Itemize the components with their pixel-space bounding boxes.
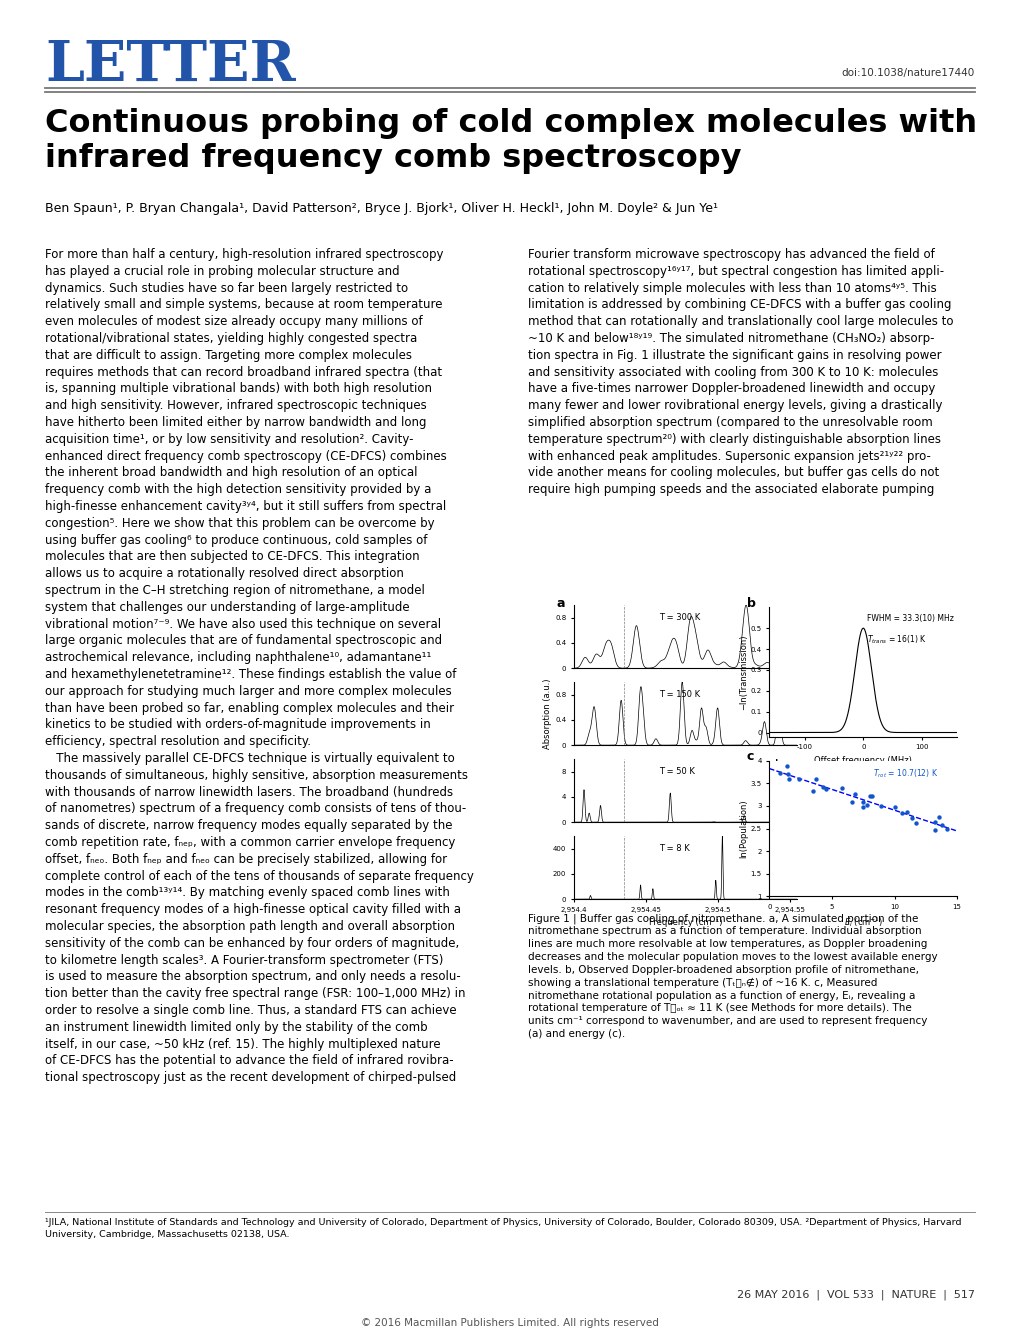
Text: T = 150 K: T = 150 K xyxy=(658,690,699,698)
Text: $T_{rot}$ = 10.7(12) K: $T_{rot}$ = 10.7(12) K xyxy=(872,768,937,780)
Point xyxy=(858,795,874,816)
Text: $T_{trans}$ = 16(1) K: $T_{trans}$ = 16(1) K xyxy=(866,634,926,646)
Point xyxy=(908,812,924,833)
Point xyxy=(894,803,910,824)
Text: FWHM = 33.3(10) MHz: FWHM = 33.3(10) MHz xyxy=(866,614,953,623)
Point xyxy=(898,801,914,823)
Point xyxy=(926,819,943,840)
Text: 26 MAY 2016  |  VOL 533  |  NATURE  |  517: 26 MAY 2016 | VOL 533 | NATURE | 517 xyxy=(737,1290,974,1301)
Point xyxy=(863,785,879,807)
Point xyxy=(846,784,862,805)
Text: b: b xyxy=(746,598,755,610)
Point xyxy=(834,777,850,799)
Point xyxy=(903,808,919,829)
Point xyxy=(771,762,788,784)
X-axis label: Offset frequency (MHz): Offset frequency (MHz) xyxy=(813,756,911,765)
Point xyxy=(844,791,860,812)
Point xyxy=(779,756,795,777)
Text: c: c xyxy=(746,750,753,762)
Y-axis label: −ln(Transmission): −ln(Transmission) xyxy=(738,634,747,710)
Point xyxy=(855,791,871,812)
Text: T = 300 K: T = 300 K xyxy=(658,612,699,622)
X-axis label: $E_i$ (cm$^{-1}$): $E_i$ (cm$^{-1}$) xyxy=(843,915,882,930)
Text: © 2016 Macmillan Publishers Limited. All rights reserved: © 2016 Macmillan Publishers Limited. All… xyxy=(361,1319,658,1328)
Text: ¹JILA, National Institute of Standards and Technology and University of Colorado: ¹JILA, National Institute of Standards a… xyxy=(45,1218,961,1238)
Point xyxy=(781,769,797,791)
Point xyxy=(886,796,902,817)
Point xyxy=(854,796,870,817)
Point xyxy=(933,815,950,836)
Text: a: a xyxy=(555,598,564,611)
Text: LETTER: LETTER xyxy=(45,38,296,92)
Text: T = 50 K: T = 50 K xyxy=(658,766,694,776)
X-axis label: Frequency (cm⁻¹): Frequency (cm⁻¹) xyxy=(648,918,721,927)
Text: T = 8 K: T = 8 K xyxy=(658,844,689,852)
Text: Fourier transform microwave spectroscopy has advanced the field of
rotational sp: Fourier transform microwave spectroscopy… xyxy=(528,248,953,496)
Y-axis label: Absorption (a.u.): Absorption (a.u.) xyxy=(543,678,551,749)
Point xyxy=(926,811,943,832)
Text: Ben Spaun¹, P. Bryan Changala¹, David Patterson², Bryce J. Bjork¹, Oliver H. Hec: Ben Spaun¹, P. Bryan Changala¹, David Pa… xyxy=(45,202,717,214)
Point xyxy=(814,776,830,797)
Text: Figure 1 | Buffer gas cooling of nitromethane. a, A simulated portion of the
nit: Figure 1 | Buffer gas cooling of nitrome… xyxy=(528,913,936,1038)
Text: For more than half a century, high-resolution infrared spectroscopy
has played a: For more than half a century, high-resol… xyxy=(45,248,474,1084)
Y-axis label: ln(Population): ln(Population) xyxy=(738,799,747,858)
Point xyxy=(790,768,806,789)
Point xyxy=(861,785,877,807)
Text: doi:10.1038/nature17440: doi:10.1038/nature17440 xyxy=(841,68,974,78)
Point xyxy=(937,819,954,840)
Point xyxy=(807,769,823,791)
Point xyxy=(817,779,834,800)
Text: Continuous probing of cold complex molecules with
infrared frequency comb spectr: Continuous probing of cold complex molec… xyxy=(45,109,976,174)
Point xyxy=(929,805,946,827)
Point xyxy=(804,780,820,801)
Point xyxy=(780,764,796,785)
Point xyxy=(872,796,889,817)
